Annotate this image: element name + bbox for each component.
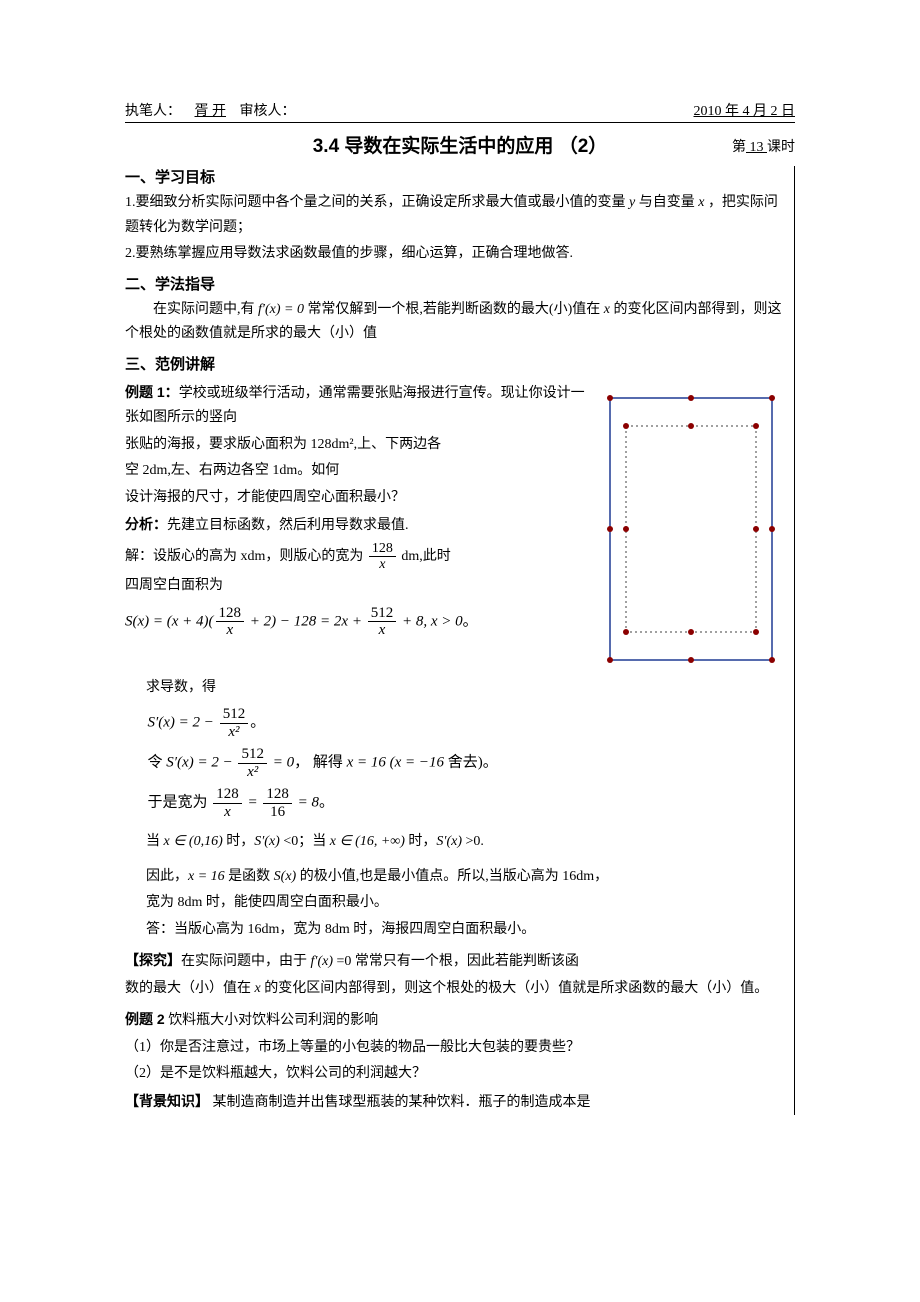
header-line: 执笔人： 胥 开 审核人： 2010 年 4 月 2 日: [125, 100, 795, 123]
background-line: 【背景知识】 某制造商制造并出售球型瓶装的某种饮料．瓶子的制造成本是: [125, 1089, 788, 1116]
explore-line-1: 【探究】在实际问题中，由于 f′(x) =0 常常只有一个根，因此若能判断该函: [125, 948, 788, 975]
sec1-p2: 2.要熟练掌握应用导数法求函数最值的步骤，细心运算，正确合理地做答.: [125, 242, 788, 267]
ex1-analysis: 分析：先建立目标函数，然后利用导数求最值.: [125, 512, 588, 539]
ex1-sol-2: 四周空白面积为: [125, 574, 588, 599]
when-line: 当 x ∈ (0,16) 时，S′(x) <0；当 x ∈ (16, +∞) 时…: [146, 830, 788, 855]
page-title: 3.4 导数在实际生活中的应用 （2）: [125, 131, 795, 158]
section-2-head: 二、学法指导: [125, 273, 788, 294]
thus-line-2: 宽为 8dm 时，能使四周空白面积最小。: [146, 891, 788, 916]
writer-name: 胥 开: [195, 104, 227, 119]
ex2-q1: （1）你是否注意过，市场上等量的小包装的物品一般比大包装的要贵些？: [125, 1036, 788, 1061]
explore-line-2: 数的最大（小）值在 x 的变化区间内部得到，则这个根处的极大（小）值就是所求函数…: [125, 977, 788, 1002]
sec1-p1: 1.要细致分析实际问题中各个量之间的关系，正确设定所求最大值或最小值的变量 y …: [125, 191, 788, 240]
lesson-number: 第 13 课时: [732, 136, 795, 156]
ex1-line2: 张贴的海报，要求版心面积为 128dm²,上、下两边各: [125, 433, 588, 458]
ex1-line3: 空 2dm,左、右两边各空 1dm。如何: [125, 459, 588, 484]
writer-label: 执笔人：: [125, 104, 181, 119]
section-3-head: 三、范例讲解: [125, 353, 788, 374]
ex1-line1: 例题 1：学校或班级举行活动，通常需要张贴海报进行宣传。现让你设计一张如图所示的…: [125, 380, 588, 431]
thus-line-1: 因此，x = 16 是函数 S(x) 的极小值,也是最小值点。所以,当版心高为 …: [146, 865, 788, 890]
deriv-label: 求导数，得: [146, 676, 788, 701]
equation-width: 于是宽为 128x = 12816 = 8。: [148, 786, 789, 820]
equation-S: S(x) = (x + 4)(128x + 2) − 128 = 2x + 51…: [125, 605, 588, 639]
answer-line: 答：当版心高为 16dm，宽为 8dm 时，海报四周空白面积最小。: [146, 918, 788, 943]
section-1-head: 一、学习目标: [125, 166, 788, 187]
sec2-p: 在实际问题中,有 f′(x) = 0 常常仅解到一个根,若能判断函数的最大(小)…: [125, 298, 788, 347]
poster-figure: [596, 384, 786, 674]
equation-Sprime: S′(x) = 2 − 512x²。: [148, 706, 789, 740]
reviewer-label: 审核人：: [240, 104, 296, 119]
date-text: 2010 年 4 月 2 日: [694, 104, 796, 119]
ex2-title: 例题 2 饮料瓶大小对饮料公司利润的影响: [125, 1007, 788, 1034]
ex2-q2: （2）是不是饮料瓶越大，饮料公司的利润越大？: [125, 1062, 788, 1087]
ex1-sol-1: 解：设版心的高为 xdm，则版心的宽为 128x dm,此时: [125, 541, 588, 573]
ex1-line4: 设计海报的尺寸，才能使四周空心面积最小？: [125, 486, 588, 511]
equation-solve: 令 S′(x) = 2 − 512x² = 0， 解得 x = 16 (x = …: [148, 746, 789, 780]
